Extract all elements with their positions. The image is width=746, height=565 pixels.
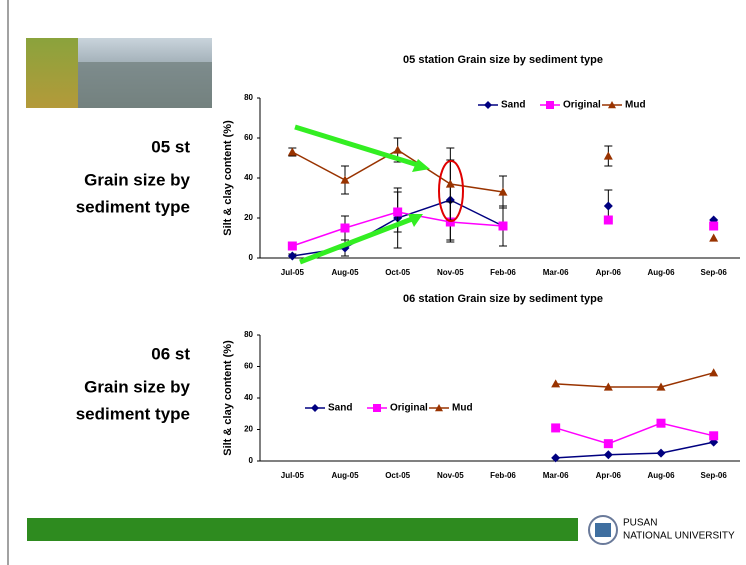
x-tick-label: Mar-06 [543, 268, 569, 277]
y-axis-label: Silt & clay content (%) [222, 340, 234, 456]
x-tick-label: Apr-06 [596, 471, 622, 480]
series-line [556, 423, 714, 443]
marker [657, 419, 666, 428]
marker [341, 176, 350, 184]
marker [604, 450, 613, 459]
x-tick-label: Jul-05 [281, 471, 305, 480]
x-tick-label: Aug-06 [647, 471, 675, 480]
section-label: sediment type [76, 404, 190, 423]
marker [288, 148, 297, 156]
x-tick-label: Aug-06 [647, 268, 675, 277]
x-tick-label: Feb-06 [490, 268, 516, 277]
legend-label: Original [390, 403, 428, 414]
logo-text: PUSAN [623, 518, 657, 529]
series-line [556, 442, 714, 458]
legend-label: Mud [625, 100, 646, 111]
marker [657, 449, 666, 458]
marker [709, 222, 718, 231]
y-axis-label: Silt & clay content (%) [222, 120, 234, 236]
legend-label: Mud [452, 403, 473, 414]
y-tick-label: 20 [244, 213, 253, 222]
x-tick-label: Nov-05 [437, 268, 464, 277]
marker [446, 180, 455, 188]
marker [341, 224, 350, 233]
section-label: sediment type [76, 197, 190, 216]
y-tick-label: 60 [244, 133, 253, 142]
marker [393, 146, 402, 154]
section-label: Grain size by [84, 170, 190, 189]
x-tick-label: Sep-06 [701, 268, 728, 277]
logo-text: NATIONAL UNIVERSITY [623, 531, 735, 542]
legend-marker [311, 404, 319, 412]
y-tick-label: 40 [244, 393, 253, 402]
marker [288, 242, 297, 251]
y-tick-label: 80 [244, 93, 253, 102]
legend-marker [484, 101, 492, 109]
x-tick-label: Sep-06 [701, 471, 728, 480]
marker [499, 222, 508, 231]
x-tick-label: Aug-05 [331, 268, 359, 277]
marker [709, 234, 718, 242]
legend-label: Sand [501, 100, 525, 111]
chart-title: 06 station Grain size by sediment type [403, 293, 603, 305]
x-tick-label: Feb-06 [490, 471, 516, 480]
legend-marker [373, 404, 381, 412]
y-tick-label: 20 [244, 425, 253, 434]
marker [604, 439, 613, 448]
marker [709, 431, 718, 440]
y-tick-label: 0 [249, 456, 254, 465]
x-tick-label: Jul-05 [281, 268, 305, 277]
x-tick-label: Oct-05 [385, 471, 410, 480]
marker [551, 423, 560, 432]
x-tick-label: Apr-06 [596, 268, 622, 277]
marker [393, 208, 402, 217]
marker [604, 216, 613, 225]
station-label: 05 st [151, 137, 190, 156]
legend-label: Original [563, 100, 601, 111]
station-label: 06 st [151, 344, 190, 363]
y-tick-label: 60 [244, 362, 253, 371]
legend-marker [546, 101, 554, 109]
y-tick-label: 0 [249, 253, 254, 262]
annotations [295, 127, 463, 262]
x-tick-label: Mar-06 [543, 471, 569, 480]
y-tick-label: 80 [244, 330, 253, 339]
x-tick-label: Aug-05 [331, 471, 359, 480]
legend-label: Sand [328, 403, 352, 414]
x-tick-label: Nov-05 [437, 471, 464, 480]
series-line [556, 373, 714, 387]
footer-bar [27, 518, 578, 541]
marker [604, 152, 613, 160]
marker [709, 368, 718, 376]
marker [288, 252, 297, 261]
photo [26, 38, 212, 108]
chart-title: 05 station Grain size by sediment type [403, 54, 603, 66]
y-tick-label: 40 [244, 173, 253, 182]
x-tick-label: Oct-05 [385, 268, 410, 277]
slide: 05 st Grain size by sediment type 06 st … [0, 0, 746, 565]
logo: PUSAN NATIONAL UNIVERSITY [589, 516, 735, 544]
section-label: Grain size by [84, 377, 190, 396]
marker [604, 202, 613, 211]
